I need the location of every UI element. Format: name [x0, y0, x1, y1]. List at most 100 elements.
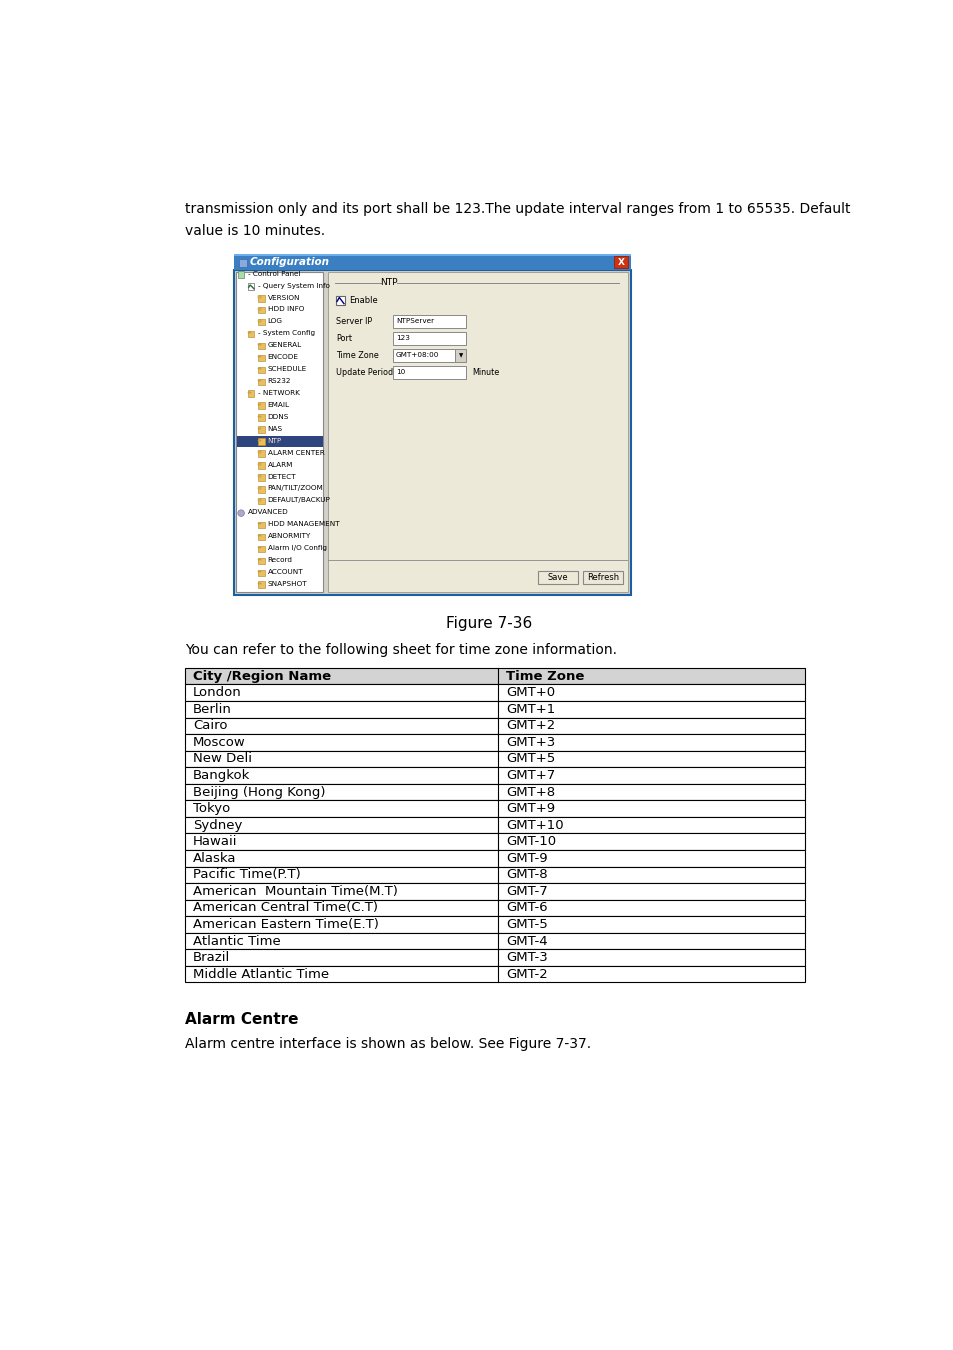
Bar	[257, 498, 264, 505]
Bar	[185, 701, 804, 718]
Bar	[335, 297, 344, 305]
Bar	[236, 273, 323, 593]
Text: Pacific Time(P.T): Pacific Time(P.T)	[193, 868, 300, 882]
Bar	[393, 366, 466, 378]
Text: Figure 7-36: Figure 7-36	[445, 617, 532, 632]
Bar	[257, 343, 264, 350]
Text: Server IP: Server IP	[335, 317, 372, 325]
Text: - NETWORK: - NETWORK	[257, 390, 299, 396]
Text: DETECT: DETECT	[268, 474, 296, 479]
Text: Beijing (Hong Kong): Beijing (Hong Kong)	[193, 786, 325, 799]
Bar	[185, 833, 804, 851]
Text: ▼: ▼	[458, 352, 462, 358]
Text: Moscow: Moscow	[193, 736, 245, 749]
Text: Time Zone: Time Zone	[335, 351, 378, 359]
Bar	[257, 306, 264, 313]
Text: X: X	[618, 258, 624, 266]
Text: DDNS: DDNS	[268, 414, 289, 420]
Text: Port: Port	[335, 333, 352, 343]
Bar	[257, 296, 264, 301]
Bar	[537, 571, 578, 585]
Text: ALARM CENTER: ALARM CENTER	[268, 450, 324, 456]
Bar	[185, 883, 804, 899]
Bar	[257, 462, 264, 468]
Bar	[185, 949, 804, 965]
Text: Record: Record	[268, 558, 293, 563]
Bar	[185, 784, 804, 801]
Bar	[257, 439, 264, 444]
Text: American  Mountain Time(M.T): American Mountain Time(M.T)	[193, 884, 397, 898]
Bar	[185, 734, 804, 751]
Bar	[257, 533, 264, 540]
Bar	[257, 570, 264, 576]
Bar	[185, 751, 804, 767]
Bar	[257, 367, 264, 373]
Bar	[393, 348, 455, 362]
Text: GMT+0: GMT+0	[505, 686, 555, 699]
Text: Configuration: Configuration	[249, 256, 329, 267]
Text: RS232: RS232	[268, 378, 291, 383]
Text: Refresh: Refresh	[586, 574, 618, 582]
Text: Middle Atlantic Time: Middle Atlantic Time	[193, 968, 329, 980]
Text: NAS: NAS	[268, 425, 282, 432]
Text: Alarm centre interface is shown as below. See Figure 7-37.: Alarm centre interface is shown as below…	[185, 1037, 591, 1052]
Bar	[328, 273, 628, 593]
Bar	[257, 427, 264, 433]
Text: GMT+7: GMT+7	[505, 769, 555, 782]
Text: Hawaii: Hawaii	[193, 836, 237, 848]
Bar	[248, 284, 254, 290]
Text: SNAPSHOT: SNAPSHOT	[268, 580, 307, 587]
Text: London: London	[193, 686, 241, 699]
Text: VERSION: VERSION	[268, 294, 300, 301]
Text: ACCOUNT: ACCOUNT	[268, 570, 303, 575]
Bar	[257, 414, 264, 421]
Text: Save: Save	[547, 574, 568, 582]
Text: New Deli: New Deli	[193, 752, 252, 765]
Bar	[257, 474, 264, 481]
Bar	[185, 850, 804, 867]
Text: Time Zone: Time Zone	[505, 670, 584, 683]
Circle shape	[237, 510, 244, 517]
Text: NTP: NTP	[268, 437, 282, 444]
Text: Minute: Minute	[472, 367, 499, 377]
Bar	[257, 439, 264, 444]
Bar	[614, 256, 628, 269]
Bar	[233, 270, 630, 595]
Text: NTP: NTP	[268, 437, 282, 444]
Text: GMT+9: GMT+9	[505, 802, 555, 815]
Text: American Central Time(C.T): American Central Time(C.T)	[193, 902, 377, 914]
Text: NTPServer: NTPServer	[395, 319, 434, 324]
Text: Tokyo: Tokyo	[193, 802, 230, 815]
Text: Cairo: Cairo	[193, 720, 227, 732]
Text: Bangkok: Bangkok	[193, 769, 250, 782]
Text: Update Period: Update Period	[335, 367, 393, 377]
Text: - Query System Info: - Query System Info	[257, 282, 329, 289]
Bar	[582, 571, 622, 585]
Text: NTP: NTP	[380, 278, 397, 288]
Text: 123: 123	[395, 335, 410, 342]
Text: GMT-9: GMT-9	[505, 852, 547, 865]
Bar	[257, 319, 264, 325]
Text: transmission only and its port shall be 123.The update interval ranges from 1 to: transmission only and its port shall be …	[185, 202, 850, 216]
Text: Sydney: Sydney	[193, 818, 242, 832]
Bar	[239, 259, 247, 267]
Bar	[257, 378, 264, 385]
Bar	[185, 718, 804, 734]
Bar	[185, 668, 804, 684]
Bar	[236, 436, 322, 447]
Text: ABNORMITY: ABNORMITY	[268, 533, 311, 539]
Text: GMT+08:00: GMT+08:00	[395, 352, 438, 358]
Text: LOG: LOG	[268, 319, 282, 324]
Bar	[185, 817, 804, 833]
Text: - Control Panel: - Control Panel	[247, 270, 299, 277]
Bar	[393, 332, 466, 344]
Text: GMT-5: GMT-5	[505, 918, 547, 932]
Text: - System Config: - System Config	[257, 331, 314, 336]
Text: City /Region Name: City /Region Name	[193, 670, 331, 683]
Text: 10: 10	[395, 369, 405, 375]
Text: SCHEDULE: SCHEDULE	[268, 366, 307, 373]
Text: ENCODE: ENCODE	[268, 354, 298, 360]
Bar	[248, 331, 254, 338]
Bar	[257, 355, 264, 362]
Bar	[393, 315, 466, 328]
